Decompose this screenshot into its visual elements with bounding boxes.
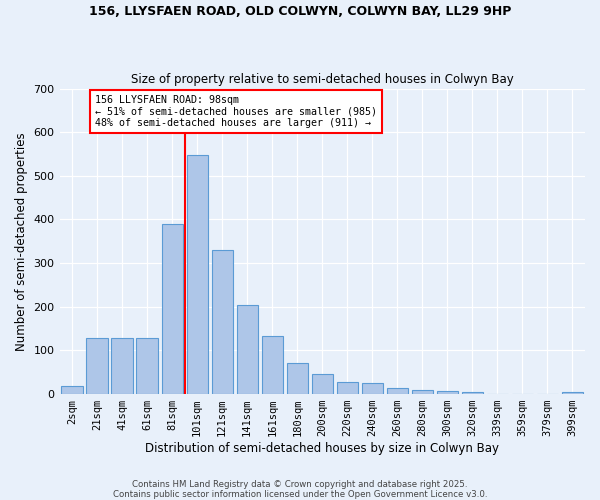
Bar [287,362,308,394]
Bar [61,386,83,394]
Bar [161,224,183,394]
Bar [311,374,333,394]
Bar [387,388,408,394]
Title: Size of property relative to semi-detached houses in Colwyn Bay: Size of property relative to semi-detach… [131,73,514,86]
Text: 156, LLYSFAEN ROAD, OLD COLWYN, COLWYN BAY, LL29 9HP: 156, LLYSFAEN ROAD, OLD COLWYN, COLWYN B… [89,5,511,18]
Text: 156 LLYSFAEN ROAD: 98sqm
← 51% of semi-detached houses are smaller (985)
48% of : 156 LLYSFAEN ROAD: 98sqm ← 51% of semi-d… [95,95,377,128]
Bar [86,338,108,394]
Bar [262,336,283,394]
X-axis label: Distribution of semi-detached houses by size in Colwyn Bay: Distribution of semi-detached houses by … [145,442,499,455]
Bar [362,383,383,394]
Bar [136,338,158,394]
Bar [236,306,258,394]
Bar [412,390,433,394]
Bar [187,155,208,394]
Bar [437,392,458,394]
Text: Contains HM Land Registry data © Crown copyright and database right 2025.
Contai: Contains HM Land Registry data © Crown c… [113,480,487,499]
Y-axis label: Number of semi-detached properties: Number of semi-detached properties [15,132,28,350]
Bar [212,250,233,394]
Bar [462,392,483,394]
Bar [112,338,133,394]
Bar [562,392,583,394]
Bar [337,382,358,394]
